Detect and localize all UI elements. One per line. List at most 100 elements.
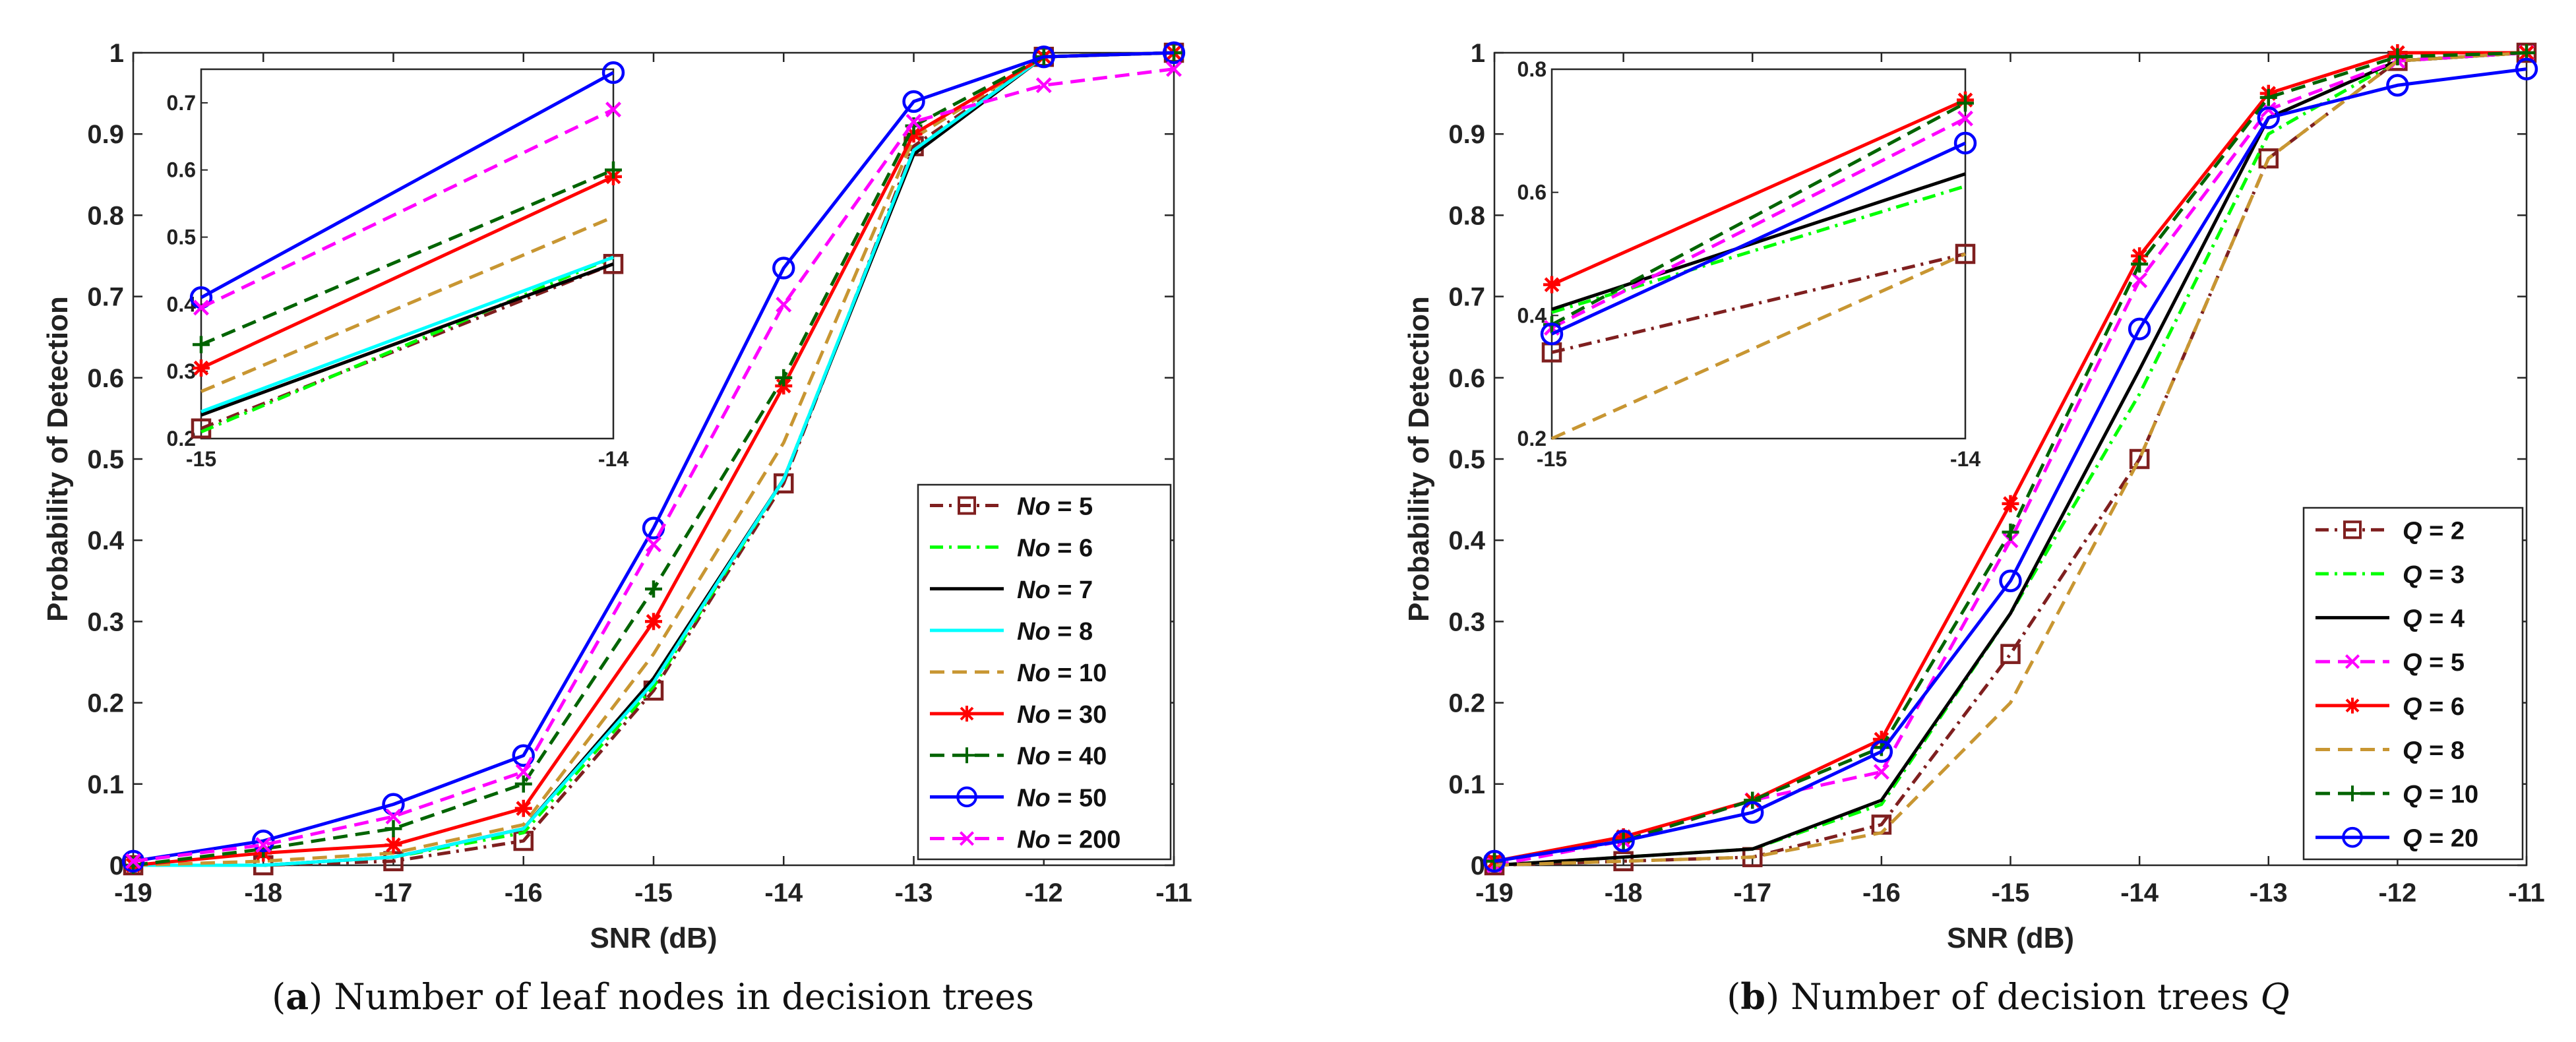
legend-marker bbox=[958, 496, 976, 515]
inset-y-tick-label: 0.8 bbox=[1518, 57, 1547, 81]
data-point bbox=[902, 90, 925, 113]
legend-entry: No = 10 bbox=[1017, 659, 1107, 687]
caption-variable: Q bbox=[2260, 976, 2289, 1018]
data-point bbox=[2131, 255, 2149, 273]
inset-series-line bbox=[200, 255, 614, 414]
x-tick-label: -14 bbox=[2120, 878, 2159, 907]
x-tick-label: -16 bbox=[1862, 878, 1901, 907]
x-tick-label: -12 bbox=[2378, 878, 2416, 907]
data-point bbox=[775, 369, 793, 386]
inset-series-line bbox=[1550, 252, 1967, 441]
y-tick-label: 0.9 bbox=[87, 120, 124, 149]
inset-series-line bbox=[200, 175, 615, 370]
x-tick-label: -15 bbox=[1992, 878, 2030, 907]
legend-value: = 7 bbox=[1051, 576, 1093, 604]
inset-series-line bbox=[1551, 184, 1966, 315]
inset-series-line bbox=[1550, 141, 1967, 336]
legend-entry: Q = 8 bbox=[2403, 737, 2465, 764]
inset-data-point bbox=[1543, 276, 1560, 293]
inset-series-line bbox=[1550, 98, 1967, 286]
legend-value: = 20 bbox=[2422, 825, 2479, 853]
legend-var: No bbox=[1017, 576, 1051, 604]
data-point bbox=[2000, 644, 2021, 664]
caption-paren-open: ( bbox=[272, 976, 286, 1018]
legend-var: Q bbox=[2403, 649, 2422, 677]
inset-x-tick-label: -14 bbox=[1950, 447, 1980, 471]
legend-marker bbox=[959, 831, 975, 846]
data-point bbox=[776, 296, 792, 313]
data-point bbox=[2515, 57, 2538, 80]
data-point bbox=[384, 836, 402, 854]
y-axis-label: Probability of Detection bbox=[1403, 296, 1435, 622]
data-point bbox=[1162, 41, 1186, 65]
inset-frame bbox=[200, 68, 615, 440]
data-point bbox=[255, 837, 272, 853]
legend-value: = 200 bbox=[1051, 826, 1121, 853]
legend-value: = 5 bbox=[2422, 649, 2465, 677]
legend-entry: Q = 6 bbox=[2403, 693, 2465, 721]
inset-y-tick-label: 0.4 bbox=[1518, 303, 1547, 327]
legend-entry: Q = 10 bbox=[2403, 781, 2478, 809]
inset-data-point bbox=[1540, 322, 1564, 346]
data-point bbox=[2002, 523, 2019, 541]
legend-marker bbox=[959, 747, 975, 764]
data-point bbox=[2128, 317, 2151, 341]
data-point bbox=[646, 536, 661, 553]
y-tick-label: 0.5 bbox=[1448, 445, 1485, 474]
legend-value: = 10 bbox=[2422, 781, 2479, 809]
x-tick-label: -13 bbox=[895, 878, 933, 907]
legend-entry: Q = 20 bbox=[2403, 825, 2478, 853]
legend-value: = 3 bbox=[2422, 561, 2465, 589]
legend-entry: Q = 2 bbox=[2403, 517, 2465, 545]
panel-b: -19 -18 -17 -16 -15 -14 -13 -12 -11 0 0.1 0.2 0.3 0.4… bbox=[1403, 39, 2545, 1018]
data-point bbox=[514, 775, 532, 793]
inset-y-tick-label: 0.3 bbox=[167, 359, 196, 383]
inset: -15 -140.20.30.40.50.60.7 bbox=[165, 61, 629, 475]
y-tick-label: 0.6 bbox=[87, 364, 124, 393]
data-point bbox=[385, 809, 402, 825]
series-line bbox=[1494, 51, 2527, 867]
y-tick-label: 0 bbox=[109, 851, 124, 880]
inset-data-point bbox=[1957, 94, 1974, 112]
y-axis-label: Probability of Detection bbox=[42, 296, 74, 622]
data-point bbox=[1612, 829, 1635, 853]
inset-y-tick-label: 0.2 bbox=[167, 427, 196, 450]
x-tick-label: -18 bbox=[1605, 878, 1643, 907]
data-point bbox=[1744, 791, 1762, 809]
y-tick-label: 0.6 bbox=[1448, 364, 1485, 393]
legend-marker bbox=[959, 706, 975, 722]
y-tick-label: 1 bbox=[109, 39, 124, 68]
caption-letter: a bbox=[286, 975, 309, 1018]
data-point bbox=[1870, 740, 1893, 763]
legend-var: Q bbox=[2403, 561, 2422, 589]
legend-var: Q bbox=[2403, 517, 2422, 545]
legend-entry: Q = 4 bbox=[2403, 605, 2465, 633]
legend-entry: No = 30 bbox=[1017, 701, 1107, 729]
inset-series-line bbox=[200, 107, 615, 309]
caption-paren-open: ( bbox=[1727, 976, 1740, 1018]
caption-paren-close: ) bbox=[309, 976, 322, 1018]
data-point bbox=[2258, 148, 2279, 169]
data-point bbox=[2389, 48, 2407, 66]
x-tick-label: -19 bbox=[114, 878, 152, 907]
x-tick-label: -14 bbox=[764, 878, 803, 907]
legend-value: = 10 bbox=[1051, 659, 1107, 687]
legend-value: = 2 bbox=[2422, 517, 2465, 545]
y-tick-label: 0.1 bbox=[1448, 770, 1485, 799]
inset-series-line bbox=[200, 255, 614, 434]
series-line bbox=[1494, 67, 2527, 863]
x-tick-label: -17 bbox=[375, 878, 413, 907]
inset-series-line bbox=[200, 168, 614, 346]
inset-y-tick-label: 0.7 bbox=[167, 91, 196, 115]
inset-y-tick-label: 0.6 bbox=[167, 158, 196, 182]
series-group bbox=[121, 41, 1186, 876]
y-tick-label: 0.1 bbox=[87, 770, 124, 799]
legend-value: = 30 bbox=[1051, 701, 1107, 729]
legend-var: No bbox=[1017, 493, 1051, 521]
x-tick-label: -18 bbox=[244, 878, 282, 907]
inset-series-line bbox=[200, 215, 614, 394]
data-point bbox=[515, 764, 532, 780]
data-point bbox=[252, 829, 275, 853]
data-point bbox=[1035, 77, 1052, 94]
